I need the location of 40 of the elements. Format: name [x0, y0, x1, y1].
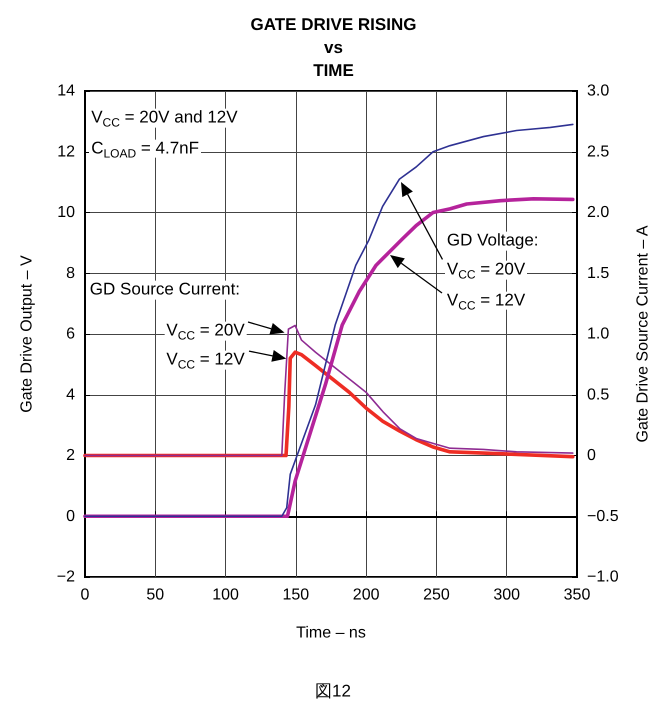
x-tick-label: 200 — [352, 586, 380, 604]
y2-tick-label: −0.5 — [587, 508, 619, 525]
y2-axis-title: Gate Drive Source Current – A — [634, 225, 652, 442]
y-tick-label: 12 — [57, 143, 76, 160]
annotation: V$_{CC}$ = 20V — [164, 320, 247, 343]
y2-tick-label: 2.0 — [587, 204, 610, 221]
y2-tick-label: 3.0 — [587, 82, 610, 100]
y2-tick-label: 1.5 — [587, 264, 610, 282]
x-tick-label: 150 — [282, 586, 310, 604]
annotation: GD Source Current: — [88, 280, 242, 300]
caption: 図12 — [315, 682, 351, 702]
y-tick-label: 10 — [57, 204, 76, 221]
chart-title: GATE DRIVE RISING vs TIME — [250, 15, 416, 80]
y-axis-title: Gate Drive Output – V — [18, 254, 36, 413]
y2-tick-label: −1.0 — [587, 568, 619, 586]
x-tick-label: 300 — [493, 586, 520, 604]
annotation: V$_{CC}$ = 20V — [444, 260, 528, 282]
y2-tick-label: 2.5 — [587, 143, 610, 160]
y2-tick-label: 0.5 — [587, 386, 610, 404]
y-tick-label: 8 — [66, 264, 76, 282]
x-tick-label: 50 — [146, 586, 164, 604]
x-tick-label: 350 — [564, 586, 590, 604]
y-tick-label: 0 — [66, 508, 76, 525]
y-tick-label: 4 — [66, 386, 76, 404]
annotation: GD Voltage: — [444, 231, 541, 251]
x-tick-label: 250 — [423, 586, 450, 604]
x-axis-title: Time – ns — [296, 624, 366, 642]
y-tick-label: 6 — [66, 326, 76, 342]
y2-tick-label: 0 — [587, 447, 596, 464]
x-tick-label: 0 — [80, 586, 90, 604]
y-tick-label: −2 — [56, 568, 76, 586]
annotation: V$_{CC}$ = 12V — [444, 290, 528, 312]
y2-tick-label: 1.0 — [587, 326, 610, 342]
x-tick-label: 100 — [212, 586, 240, 604]
y-tick-label: 2 — [66, 447, 76, 464]
annotation: V$_{CC}$ = 20V and 12V — [89, 108, 240, 130]
annotation: V$_{CC}$ = 12V — [164, 349, 247, 372]
annotation: C$_{LOAD}$ = 4.7nF — [89, 138, 202, 160]
y-tick-label: 14 — [57, 82, 76, 100]
line-series — [84, 324, 574, 456]
